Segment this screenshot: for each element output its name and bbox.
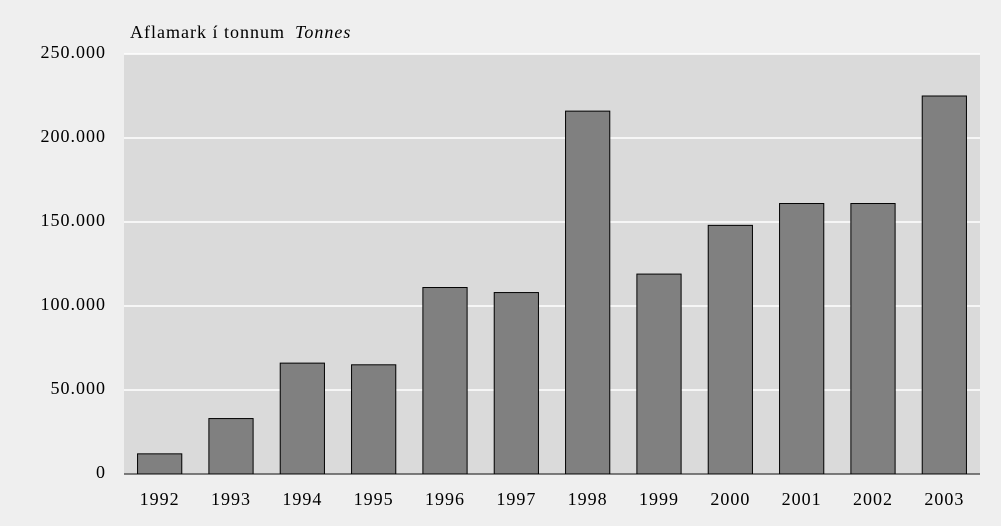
bar — [137, 453, 183, 475]
x-tick-label: 1996 — [425, 489, 465, 509]
bar — [422, 287, 468, 475]
bar — [707, 224, 753, 475]
y-tick-label: 200.000 — [41, 126, 107, 146]
bar — [351, 364, 397, 475]
bar — [493, 292, 539, 475]
plot-area — [124, 54, 980, 474]
x-tick-label: 1997 — [496, 489, 536, 509]
subtitle-text: Tonnes — [295, 22, 351, 42]
x-tick-label: 2000 — [710, 489, 750, 509]
x-tick-label: 1998 — [568, 489, 608, 509]
x-tick-label: 1999 — [639, 489, 679, 509]
x-tick-label: 1992 — [140, 489, 180, 509]
x-tick-label: 1994 — [282, 489, 322, 509]
y-tick-label: 150.000 — [41, 210, 107, 230]
y-tick-label: 0 — [96, 462, 106, 482]
bar — [565, 110, 611, 475]
bar — [636, 273, 682, 475]
title-text: Aflamark í tonnum — [130, 22, 285, 42]
y-tick-label: 50.000 — [51, 378, 107, 398]
y-tick-label: 250.000 — [41, 42, 107, 62]
x-tick-label: 1995 — [354, 489, 394, 509]
x-tick-label: 2001 — [782, 489, 822, 509]
x-tick-label: 2002 — [853, 489, 893, 509]
bar — [279, 362, 325, 475]
bar — [850, 203, 896, 475]
x-tick-label: 1993 — [211, 489, 251, 509]
bar — [779, 203, 825, 475]
bar — [208, 418, 254, 475]
bar — [921, 95, 967, 475]
y-tick-label: 100.000 — [41, 294, 107, 314]
x-tick-label: 2003 — [924, 489, 964, 509]
chart-title: Aflamark í tonnum Tonnes — [130, 22, 351, 42]
